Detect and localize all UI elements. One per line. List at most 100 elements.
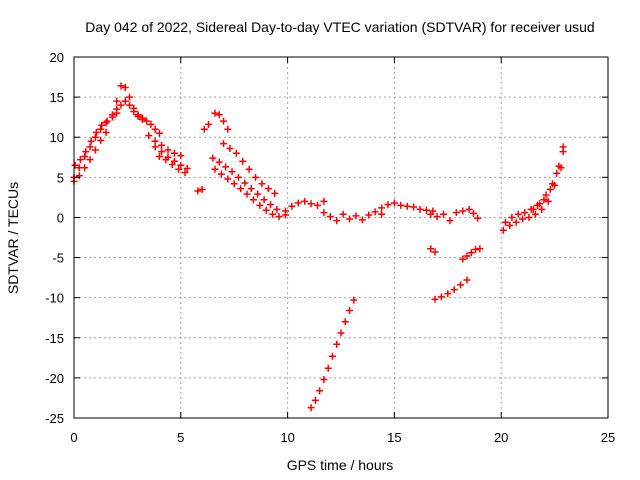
data-point [431,248,439,256]
data-point [529,205,537,213]
data-point [87,137,95,145]
data-point [346,307,354,315]
data-point [474,214,482,222]
data-point [147,120,155,128]
series-arc-l [209,154,281,213]
y-tick-label: -20 [45,371,64,386]
data-point [155,152,163,160]
data-point [301,197,309,205]
x-tick-label: 25 [601,430,615,445]
series-arc-t [427,245,439,256]
data-point [514,210,522,218]
data-point [134,112,142,120]
data-point [542,191,550,199]
data-point [151,125,159,133]
data-point [469,209,477,217]
data-point [224,175,232,183]
data-point [177,152,185,160]
data-point [226,144,234,152]
data-point [459,255,467,263]
series-arc-k [211,109,232,133]
data-point [350,296,358,304]
series-arc-f [145,132,185,160]
data-point [378,204,386,212]
data-point [175,165,183,173]
data-point [269,210,277,218]
data-point [81,164,89,172]
data-point [75,172,83,180]
data-point [264,185,272,193]
data-point [121,83,129,91]
y-tick-label: -15 [45,331,64,346]
data-point [260,196,268,204]
chart-title: Day 042 of 2022, Sidereal Day-to-day VTE… [85,19,594,35]
data-point [138,116,146,124]
series-arc-d [108,82,146,122]
series-arc-w [465,205,482,222]
data-point [555,162,563,170]
data-point [232,149,240,157]
data-point [410,203,418,211]
data-point [544,197,552,205]
data-point [546,185,554,193]
data-point [164,146,172,154]
series-arc-s [307,296,358,412]
data-point [224,125,232,133]
data-point [97,136,105,144]
data-point [467,249,475,257]
data-point [457,281,465,289]
data-point [519,215,527,223]
axis-ticks: 0 5 10 15 20 25 20 15 10 5 0 -5 -10 -15 -20 -25 [45,50,615,445]
data-point [81,152,89,160]
data-point [82,148,90,156]
data-point [245,165,253,173]
data-point [459,207,467,215]
series-arc-n [220,140,279,197]
data-point [76,156,84,164]
data-point [164,153,172,161]
data-point [113,109,121,117]
data-point [531,210,539,218]
series-arc-i [194,185,206,195]
data-point [222,163,230,171]
data-point [256,201,264,209]
series-arc-c [71,105,121,169]
data-point [384,201,392,209]
data-point [333,217,341,225]
data-point [427,245,435,253]
data-point [437,293,445,301]
data-point [241,179,249,187]
data-point [258,180,266,188]
data-point [311,396,319,404]
x-tick-label: 20 [494,430,508,445]
data-point [506,221,514,229]
data-point [230,180,238,188]
data-point [452,209,460,217]
data-point [333,340,341,348]
data-point [538,205,546,213]
data-point [508,213,516,221]
series-arc-r [427,207,467,225]
data-point [217,170,225,178]
data-point [422,206,430,214]
y-tick-label: -25 [45,411,64,426]
data-point [463,276,471,284]
data-point [371,208,379,216]
data-point [158,148,166,156]
data-point [275,213,283,221]
series-arc-o [281,197,328,215]
data-point [170,149,178,157]
y-tick-label: 15 [50,90,64,105]
data-point [181,169,189,177]
data-point [215,111,223,119]
data-point [337,329,345,337]
data-point [143,117,151,125]
x-axis-label: GPS time / hours [287,457,394,473]
data-point [198,185,206,193]
data-point [559,143,567,151]
y-tick-label: 5 [57,170,64,185]
data-point [427,210,435,218]
data-point [553,169,561,177]
data-point [211,165,219,173]
